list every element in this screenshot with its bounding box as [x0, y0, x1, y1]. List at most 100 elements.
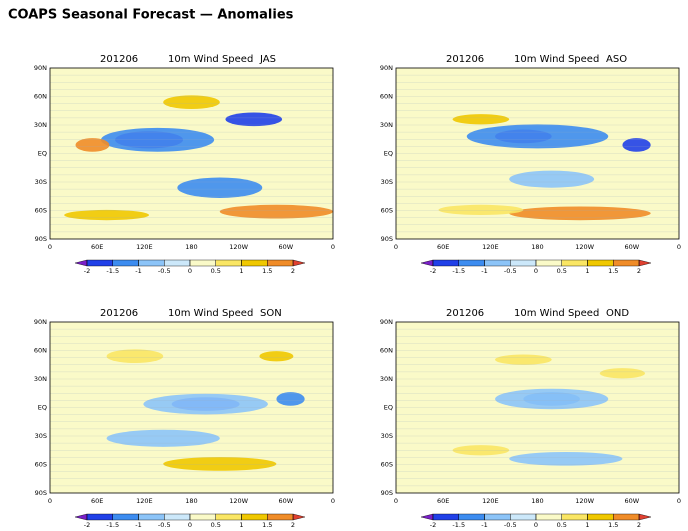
colorbar-bin [267, 513, 294, 521]
anomaly-region [106, 349, 164, 364]
colorbar-label: 0.5 [211, 267, 221, 275]
colorbar-bin [189, 513, 216, 521]
panel-variable: 10m Wind Speed [514, 308, 599, 319]
anomaly-region [64, 209, 150, 221]
lat-label: 60S [35, 461, 47, 469]
lat-label: 90S [381, 489, 393, 497]
anomaly-region [225, 112, 283, 127]
colorbar-label: 2 [291, 267, 295, 275]
anomaly-region [466, 124, 609, 149]
map-frame [395, 67, 680, 240]
lat-label: 90N [34, 64, 47, 72]
colorbar-bin [215, 259, 242, 267]
lon-label: 180 [531, 243, 543, 251]
colorbar-label: -1 [135, 267, 141, 275]
lon-label: 0 [677, 497, 681, 505]
lon-label: 0 [394, 243, 398, 251]
colorbar-label: 0 [534, 267, 538, 275]
colorbar-label: 0.5 [211, 521, 221, 529]
lat-label: 90N [34, 318, 47, 326]
lat-label: 30N [34, 375, 47, 383]
lat-label: 30S [35, 432, 47, 440]
colorbar-bin [112, 513, 139, 521]
colorbar-arrow-low [420, 513, 434, 521]
colorbar-label: 2 [637, 267, 641, 275]
colorbar-bin [458, 259, 485, 267]
panel-season: JAS [259, 54, 276, 65]
lon-label: 60W [624, 243, 639, 251]
lon-label: 120E [482, 497, 499, 505]
colorbar-label: 1.5 [262, 521, 272, 529]
colorbar-label: -0.5 [158, 521, 171, 529]
colorbar-label: -2 [84, 521, 90, 529]
lon-label: 0 [394, 497, 398, 505]
colorbar-label: -2 [430, 521, 436, 529]
lat-label: 90N [380, 318, 393, 326]
colorbar-label: -1.5 [106, 521, 119, 529]
colorbar-bin [138, 513, 165, 521]
colorbar-label: 0 [188, 267, 192, 275]
panel-variable: 10m Wind Speed [168, 308, 253, 319]
colorbar-bin [241, 259, 268, 267]
lon-label: 60W [278, 497, 293, 505]
lon-label: 0 [331, 497, 335, 505]
lon-label: 60E [91, 243, 103, 251]
colorbar-arrow-high [638, 513, 652, 521]
colorbar-label: -2 [430, 267, 436, 275]
lat-label: EQ [38, 150, 47, 158]
lat-label: 60S [381, 207, 393, 215]
colorbar-bin [484, 259, 511, 267]
colorbar-arrow-low [74, 259, 88, 267]
lon-label: 60W [624, 497, 639, 505]
lon-label: 120E [482, 243, 499, 251]
map-frame [49, 321, 334, 494]
colorbar-bin [613, 513, 640, 521]
lon-label: 120W [229, 497, 248, 505]
anomaly-region [438, 204, 524, 216]
anomaly-region [509, 170, 595, 188]
anomaly-region [163, 95, 220, 110]
colorbar-label: 1 [239, 267, 243, 275]
panel-date: 201206 [446, 308, 484, 319]
anomaly-region [495, 388, 609, 410]
colorbar-bin [267, 259, 294, 267]
anomaly-region [622, 138, 651, 152]
colorbar-bin [241, 513, 268, 521]
lon-label: 60E [437, 243, 449, 251]
colorbar-bin [138, 259, 165, 267]
panel-season: ASO [606, 54, 627, 65]
colorbar-bin [484, 513, 511, 521]
panel-season: SON [260, 308, 282, 319]
lat-label: 30N [380, 375, 393, 383]
colorbar-arrow-high [292, 513, 306, 521]
lon-label: 120E [136, 243, 153, 251]
colorbar-label: 1 [585, 521, 589, 529]
colorbar-label: 1.5 [608, 521, 618, 529]
lat-label: EQ [384, 404, 393, 412]
colorbar-bin [587, 259, 614, 267]
anomaly-region [163, 457, 277, 471]
lat-label: 60S [35, 207, 47, 215]
lat-label: 30S [381, 178, 393, 186]
lon-label: 60W [278, 243, 293, 251]
colorbar-label: 0 [534, 521, 538, 529]
lon-label: 120W [575, 497, 594, 505]
colorbar-label: -1 [135, 521, 141, 529]
lat-label: 30S [35, 178, 47, 186]
lat-label: 90N [380, 64, 393, 72]
colorbar-bin [587, 513, 614, 521]
colorbar-bin [458, 513, 485, 521]
colorbar-bin [613, 259, 640, 267]
colorbar-bin [86, 259, 113, 267]
colorbar-bin [510, 259, 537, 267]
colorbar-label: -0.5 [504, 521, 517, 529]
anomaly-region [177, 177, 263, 198]
anomaly-region [100, 127, 215, 152]
colorbar-label: -0.5 [504, 267, 517, 275]
colorbar-label: -1.5 [106, 267, 119, 275]
lon-label: 120W [575, 243, 594, 251]
lon-label: 0 [48, 243, 52, 251]
colorbar-label: 0 [188, 521, 192, 529]
colorbar-label: -1 [481, 521, 487, 529]
anomaly-region [106, 429, 220, 447]
